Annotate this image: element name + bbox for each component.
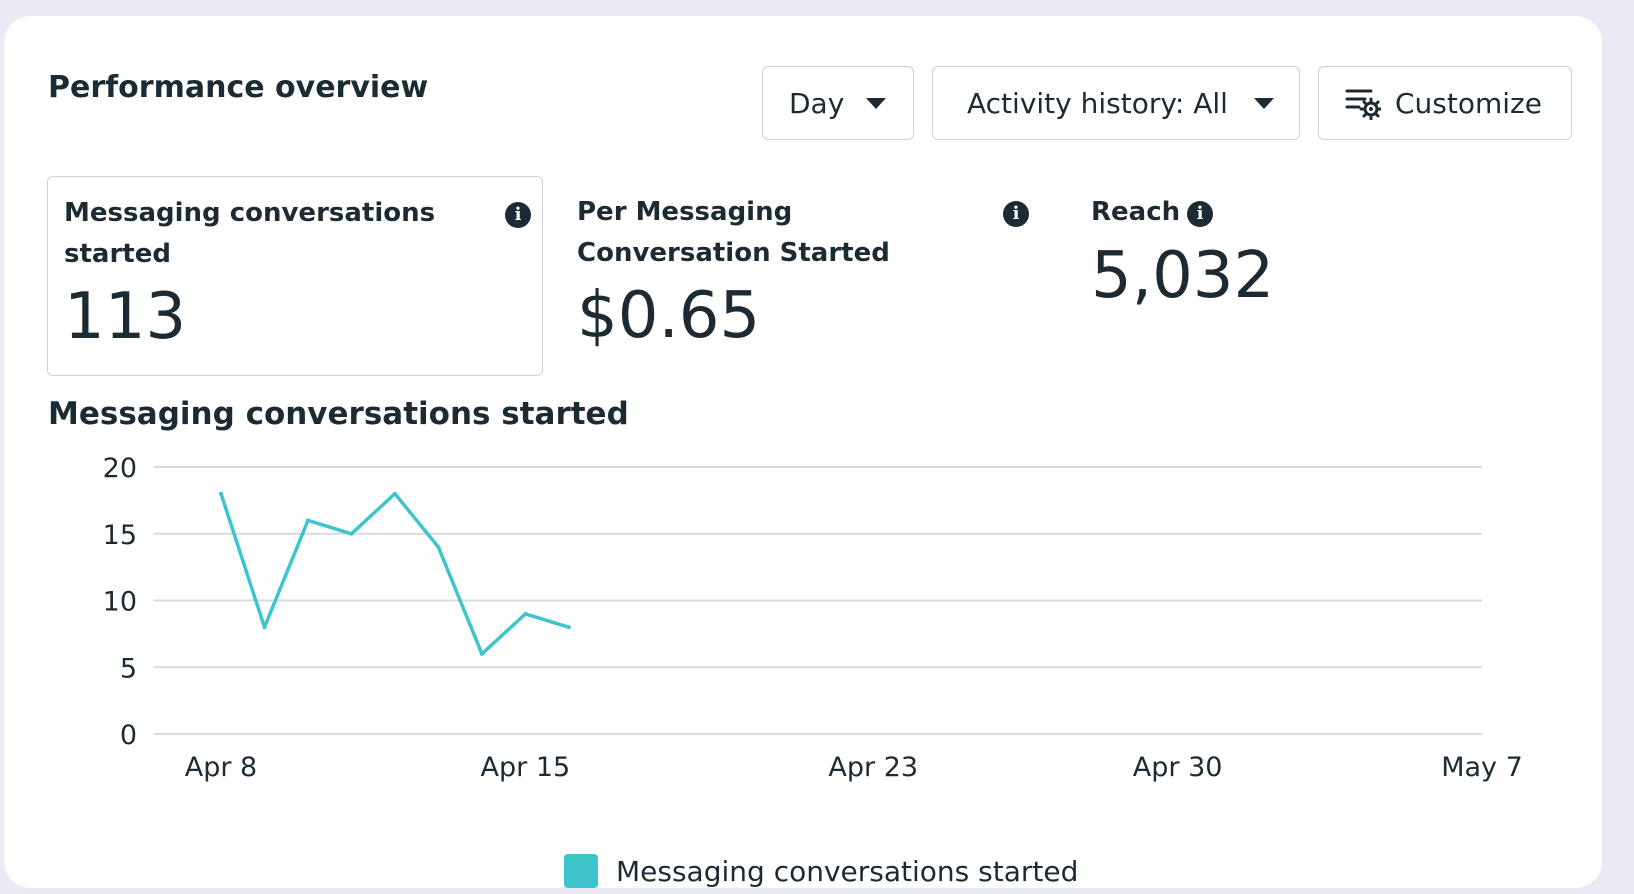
- y-tick-label: 10: [103, 587, 137, 618]
- x-tick-label: Apr 15: [481, 752, 571, 783]
- x-tick-label: Apr 8: [185, 752, 257, 783]
- series-line[interactable]: [219, 491, 570, 656]
- data-point[interactable]: [219, 491, 223, 496]
- metric-label: Reach: [1091, 197, 1181, 227]
- info-icon[interactable]: i: [505, 202, 531, 228]
- metric-value: 5,032: [1091, 239, 1275, 313]
- performance-overview-card: Performance overview Day Activity histor…: [4, 16, 1602, 888]
- data-point[interactable]: [523, 611, 528, 616]
- info-icon[interactable]: i: [1187, 201, 1213, 227]
- metric-label: Per Messaging Conversation Started: [577, 197, 890, 268]
- activity-history-label: Activity history: All: [967, 86, 1228, 120]
- metric-card-messaging-conversations[interactable]: Messaging conversations started i 113: [47, 176, 543, 376]
- line-chart: 0 5 10 15 20 Apr 8 Apr 15 Apr 23 Apr 30 May 7: [103, 453, 1523, 783]
- y-tick-label: 0: [120, 720, 137, 751]
- chart-title: Messaging conversations started: [48, 396, 629, 432]
- legend-label: Messaging conversations started: [616, 854, 1079, 888]
- data-point[interactable]: [262, 625, 267, 630]
- x-tick-label: Apr 30: [1133, 752, 1223, 783]
- info-icon[interactable]: i: [1003, 201, 1029, 227]
- data-point[interactable]: [566, 625, 571, 630]
- data-point[interactable]: [479, 651, 484, 656]
- chart-legend[interactable]: Messaging conversations started: [564, 854, 1078, 888]
- data-point[interactable]: [436, 545, 441, 550]
- x-tick-label: May 7: [1441, 752, 1523, 783]
- y-tick-label: 15: [103, 520, 137, 551]
- metric-card-reach[interactable]: Reach i 5,032: [1075, 176, 1375, 376]
- customize-label: Customize: [1395, 86, 1542, 120]
- period-dropdown-label: Day: [789, 86, 845, 120]
- chevron-down-icon: [866, 97, 887, 109]
- metric-card-cost-per-conversation[interactable]: Per Messaging Conversation Started i $0.…: [561, 176, 1057, 376]
- legend-swatch: [564, 854, 598, 888]
- activity-history-dropdown[interactable]: Activity history: All: [932, 66, 1300, 140]
- data-point[interactable]: [305, 518, 310, 523]
- metric-value: $0.65: [577, 279, 761, 353]
- metric-value: 113: [64, 280, 187, 354]
- settings-sliders-icon: [1345, 89, 1381, 120]
- y-tick-label: 5: [120, 653, 137, 684]
- metric-label: Messaging conversations started: [64, 198, 436, 269]
- page-title: Performance overview: [48, 70, 429, 105]
- x-tick-label: Apr 23: [828, 752, 918, 783]
- data-point[interactable]: [392, 491, 397, 496]
- customize-button[interactable]: Customize: [1318, 66, 1572, 140]
- period-dropdown[interactable]: Day: [762, 66, 914, 140]
- y-tick-label: 20: [103, 453, 137, 484]
- chevron-down-icon: [1253, 97, 1274, 109]
- data-point[interactable]: [349, 531, 354, 536]
